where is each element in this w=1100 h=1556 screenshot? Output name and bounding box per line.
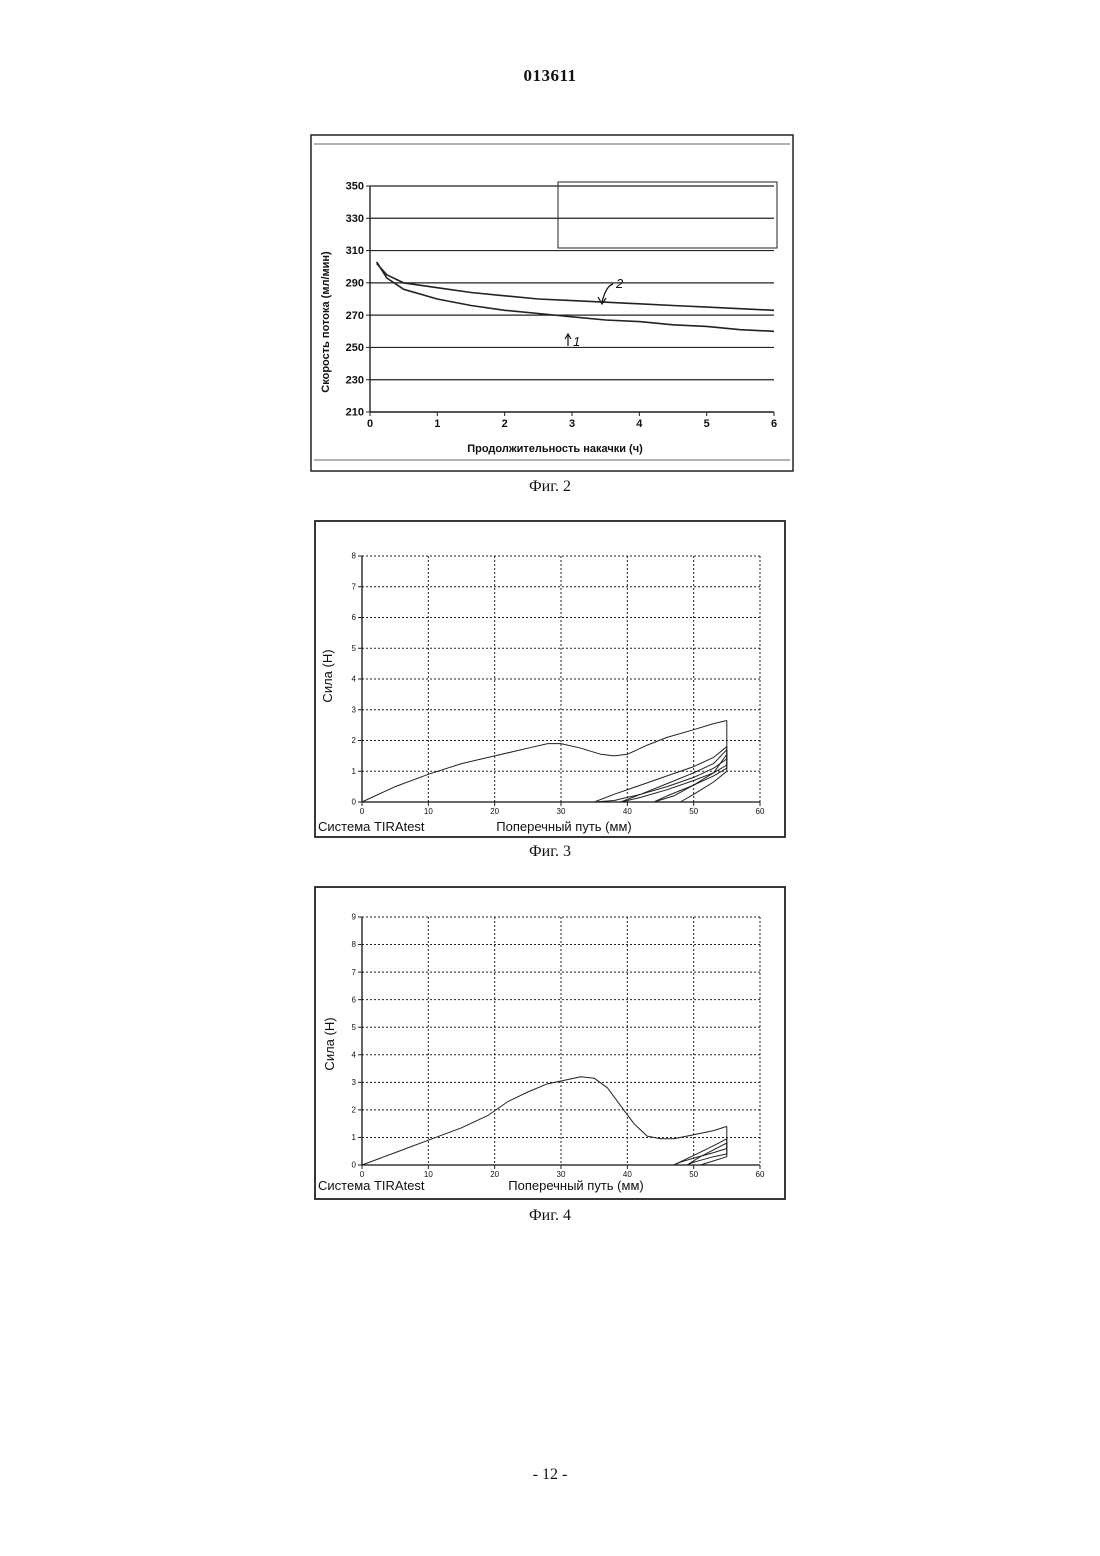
system-label: Система TIRAtest: [318, 819, 425, 834]
y-tick-label: 6: [352, 613, 357, 622]
y-tick-label: 8: [352, 552, 357, 561]
x-axis-label: Поперечный путь (мм): [496, 819, 631, 834]
x-tick-label: 2: [502, 418, 508, 430]
x-tick-label: 10: [424, 807, 433, 816]
x-tick-label: 60: [756, 807, 765, 816]
y-tick-label: 330: [346, 213, 364, 225]
figure-2-caption: Фиг. 2: [0, 478, 1100, 496]
y-tick-label: 0: [352, 1161, 357, 1170]
x-tick-label: 4: [636, 418, 643, 430]
y-tick-label: 270: [346, 310, 364, 322]
x-tick-label: 6: [771, 418, 777, 430]
x-tick-label: 10: [424, 1170, 433, 1179]
x-tick-label: 0: [360, 807, 365, 816]
figure-4-caption: Фиг. 4: [0, 1207, 1100, 1225]
x-tick-label: 3: [569, 418, 575, 430]
y-tick-label: 4: [352, 1050, 357, 1059]
force-chart-fig4: 01234567890102030405060 Система TIRAtest…: [314, 886, 786, 1200]
y-tick-label: 5: [352, 1023, 357, 1032]
x-tick-label: 50: [689, 807, 698, 816]
x-tick-label: 0: [367, 418, 373, 430]
x-tick-label: 40: [623, 807, 632, 816]
y-tick-label: 5: [352, 644, 357, 653]
y-axis-label: Сила (Н): [322, 1017, 337, 1070]
y-tick-label: 310: [346, 245, 364, 257]
y-tick-label: 4: [352, 675, 357, 684]
y-tick-label: 350: [346, 181, 364, 193]
x-tick-label: 30: [557, 807, 566, 816]
annotation-label-2: 2: [615, 276, 624, 291]
y-tick-label: 6: [352, 995, 357, 1004]
system-label: Система TIRAtest: [318, 1178, 425, 1193]
y-tick-label: 230: [346, 374, 364, 386]
x-tick-label: 1: [434, 418, 440, 430]
y-tick-label: 1: [352, 767, 357, 776]
x-tick-label: 5: [704, 418, 710, 430]
y-tick-label: 0: [352, 798, 357, 807]
y-tick-label: 250: [346, 342, 364, 354]
y-axis-label: Скорость потока (мл/мин): [320, 251, 332, 393]
x-tick-label: 60: [756, 1170, 765, 1179]
y-tick-label: 2: [352, 1106, 357, 1115]
y-axis-label: Сила (Н): [320, 649, 335, 702]
x-tick-label: 50: [689, 1170, 698, 1179]
flow-rate-chart: 210 230 250 270 290 310 330 350 0 1 2 3 4 5 6 2 1 Прод…: [310, 134, 794, 472]
y-tick-label: 7: [352, 968, 357, 977]
y-tick-label: 8: [352, 940, 357, 949]
legend-box: [558, 182, 777, 248]
page-footer: - 12 -: [0, 1466, 1100, 1484]
x-tick-label: 20: [490, 1170, 499, 1179]
document-number: 013611: [0, 66, 1100, 86]
y-tick-label: 2: [352, 736, 357, 745]
x-tick-label: 20: [490, 807, 499, 816]
x-axis-label: Поперечный путь (мм): [508, 1178, 643, 1193]
y-tick-label: 3: [352, 1078, 357, 1087]
y-tick-label: 9: [352, 913, 357, 922]
annotation-label-1: 1: [573, 334, 580, 349]
y-tick-label: 290: [346, 278, 364, 290]
y-tick-label: 1: [352, 1133, 357, 1142]
y-tick-label: 210: [346, 407, 364, 419]
force-chart-fig3: 0123456780102030405060 Система TIRAtest …: [314, 520, 786, 838]
y-tick-label: 7: [352, 582, 357, 591]
x-axis-label: Продолжительность накачки (ч): [467, 443, 643, 455]
y-tick-label: 3: [352, 705, 357, 714]
figure-3-caption: Фиг. 3: [0, 843, 1100, 861]
